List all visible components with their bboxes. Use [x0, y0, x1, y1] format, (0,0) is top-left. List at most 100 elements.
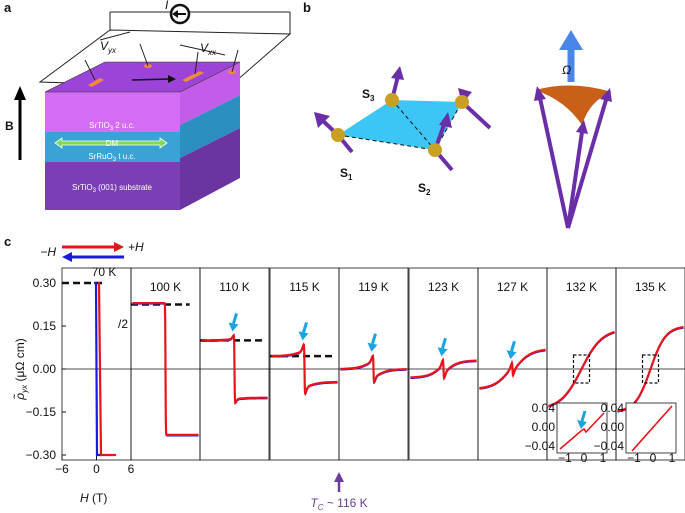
subscript: 3	[370, 94, 375, 103]
hump-arrow-head	[506, 350, 517, 360]
legend-label: −H	[40, 245, 56, 259]
text: (001) substrate	[96, 183, 153, 192]
inset-y-tick-label: −0.04	[525, 439, 556, 453]
symbol: T	[310, 496, 319, 510]
x-tick-label: 0	[93, 462, 100, 476]
panel-label: c	[4, 234, 11, 249]
inset-x-tick-label: −1	[558, 451, 572, 465]
text: ~ 116 K	[323, 496, 367, 510]
device-schematic	[14, 3, 292, 210]
spin-label: S2	[418, 181, 431, 197]
panel-label: a	[4, 0, 12, 15]
temperature-label: 115 K	[289, 280, 319, 294]
y-tick-label: 0.00	[33, 362, 57, 376]
subscript: 3	[110, 126, 114, 132]
symbol: H	[80, 491, 89, 505]
voltage-label: Vyx	[100, 39, 117, 55]
y-tick-label: 0.15	[33, 319, 57, 333]
curve	[132, 302, 199, 436]
panel-label: b	[303, 0, 311, 15]
inset-x-tick-label: 1	[669, 451, 676, 465]
y-axis-label: ρ̃yx (μΩ cm)	[12, 338, 29, 400]
subscript: 1	[348, 173, 353, 182]
legend	[62, 242, 124, 262]
hump-arrow-head	[577, 420, 587, 429]
spin-label: S1	[340, 166, 353, 182]
spin-label: S3	[362, 87, 375, 103]
layer-label: SrTiO3 (001) substrate	[72, 183, 153, 194]
inset-y-tick-label: 0.04	[601, 401, 625, 415]
x-tick-label: −6	[55, 462, 69, 476]
hump-arrow-head	[367, 342, 378, 352]
inset-x-tick-label: 0	[650, 451, 657, 465]
panel-frame	[615, 267, 685, 461]
temperature-label: 100 K	[150, 280, 181, 294]
hump-arrow	[232, 313, 238, 324]
inset-x-tick-label: 0	[581, 451, 588, 465]
temperature-label: 110 K	[219, 280, 249, 294]
hump-arrow-head	[437, 347, 448, 357]
subscript: 2	[426, 188, 431, 197]
hall-panels: 0.30 0.15 0.00 −0.15 −0.30−6 0 6 70 K 100 K 110 K…	[26, 265, 685, 476]
layer-label: SrTiO3 2 u.c.	[89, 121, 135, 132]
hump-arrow-head	[228, 322, 239, 332]
zoom-box	[572, 354, 591, 384]
subscript: yx	[107, 46, 117, 55]
curve	[271, 342, 338, 396]
zoom-box	[641, 354, 660, 384]
temperature-label: 132 K	[566, 280, 597, 294]
temperature-label: 135 K	[635, 280, 666, 294]
temperature-label: 70 K	[92, 265, 117, 279]
subscript: 3	[93, 188, 97, 194]
curve	[201, 333, 268, 405]
panel-frame	[338, 267, 409, 461]
curve	[94, 281, 102, 457]
text: SrTiO	[72, 183, 93, 192]
curve	[340, 354, 407, 384]
y-tick-label: 0.30	[33, 276, 57, 290]
tc-label: TC ~ 116 K	[310, 496, 367, 512]
hump-arrow-head	[298, 331, 309, 341]
inset-x-tick-label: −1	[627, 451, 641, 465]
panel-frame	[199, 267, 270, 461]
field-label: B	[5, 119, 14, 133]
hump-arrow	[371, 333, 377, 345]
curve	[97, 281, 116, 457]
spin-schematic	[314, 30, 612, 229]
symbol: S	[340, 166, 348, 180]
text: SrRuO	[88, 152, 112, 161]
inset-curve	[559, 412, 605, 450]
curve	[548, 330, 615, 408]
unit: (T)	[89, 491, 108, 505]
x-tick-label: 6	[128, 462, 135, 476]
tc-arrow	[334, 472, 344, 492]
symbol: S	[418, 181, 426, 195]
curve	[479, 348, 546, 390]
voltage-label: Vxx	[200, 41, 217, 57]
curve	[410, 357, 477, 381]
inset-curve	[631, 405, 673, 452]
symbol: S	[362, 87, 370, 101]
inset-y-tick-label: 0.04	[532, 401, 556, 415]
inset-x-tick-label: 1	[600, 451, 607, 465]
inset-y-tick-label: 0.00	[532, 420, 556, 434]
subscript: yx	[20, 384, 29, 394]
y-tick-label: −0.30	[26, 448, 57, 462]
subscript: 3	[113, 157, 117, 163]
text: 2 u.c.	[113, 121, 135, 130]
layer-label: DM	[106, 139, 119, 148]
temperature-label: 119 K	[358, 280, 388, 294]
symbol: ρ̃	[12, 393, 27, 401]
current-label: I	[165, 0, 169, 12]
symbol: V	[100, 39, 109, 53]
legend-label: +H	[128, 240, 144, 254]
subscript: C	[318, 503, 324, 512]
unit: (μΩ cm)	[13, 338, 27, 385]
symbol: V	[200, 41, 209, 55]
temperature-label: 127 K	[497, 280, 528, 294]
solid-angle-label: Ω	[562, 63, 571, 77]
hump-arrow	[441, 337, 447, 349]
text: SrTiO	[89, 121, 110, 130]
annotation: /2	[118, 317, 128, 331]
